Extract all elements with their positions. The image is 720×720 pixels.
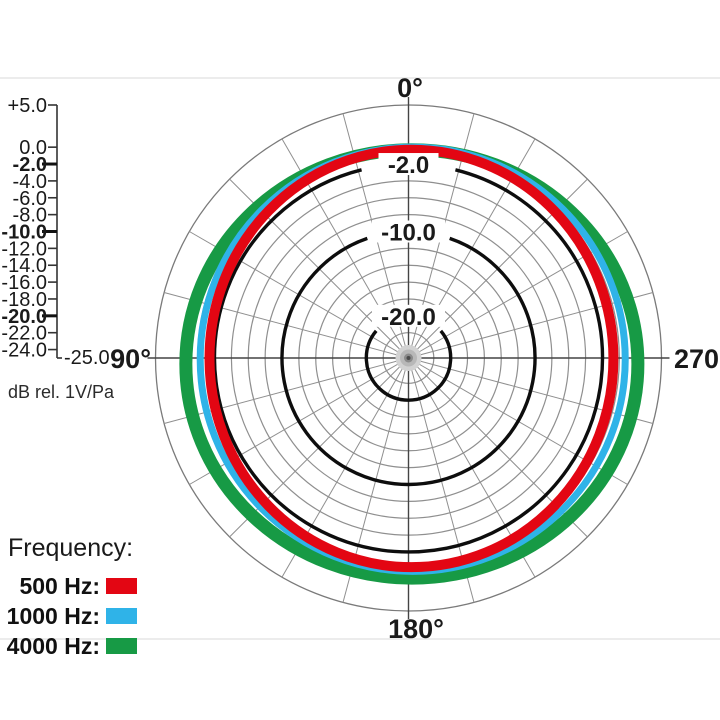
ring-label-backing xyxy=(372,304,445,327)
ring-label-backing xyxy=(372,220,445,243)
legend-title: Frequency: xyxy=(8,534,134,562)
ring-label-backing xyxy=(378,153,439,176)
scale-bottom-label: -25.0 xyxy=(64,347,110,369)
center-dot xyxy=(406,356,411,360)
ring-label: -20.0 xyxy=(381,304,436,331)
curve-500hz xyxy=(204,144,619,573)
scale-tick-label: -14.0 xyxy=(1,255,47,277)
legend-color-swatch xyxy=(106,578,137,594)
scale-tick-label: -6.0 xyxy=(13,188,47,210)
angle-label-180: 180° xyxy=(388,614,444,644)
top-divider-line xyxy=(0,77,720,79)
legend-item: 500 Hz: xyxy=(0,571,137,601)
scale-tick-label: 0.0 xyxy=(19,137,47,159)
grid-ring-major xyxy=(364,329,453,402)
ring-label: -2.0 xyxy=(388,152,429,179)
legend-color-swatch xyxy=(106,608,137,624)
scale-tick-label: -16.0 xyxy=(1,272,47,294)
bottom-divider-line xyxy=(0,638,720,640)
scale-tick-label: -22.0 xyxy=(1,323,47,345)
scale-tick-label: -20.0 xyxy=(1,306,47,328)
scale-tick-label: -12.0 xyxy=(1,238,47,260)
radial-axis-unit-label: dB rel. 1V/Pa xyxy=(8,382,115,402)
scale-tick-label: +5.0 xyxy=(8,95,47,117)
legend-item-label: 500 Hz: xyxy=(19,572,100,599)
legend-item-label: 4000 Hz: xyxy=(6,632,100,659)
grid-ring-major xyxy=(280,236,537,487)
scale-tick-label: -24.0 xyxy=(1,340,47,362)
ring-label: -10.0 xyxy=(381,220,436,247)
legend-rows: 500 Hz: 1000 Hz: 4000 Hz: xyxy=(0,571,137,661)
legend-item: 4000 Hz: xyxy=(0,631,137,661)
scale-tick-label: -8.0 xyxy=(13,205,47,227)
scale-tick-label: -4.0 xyxy=(13,171,47,193)
grid-ring-major xyxy=(212,168,605,554)
legend-item: 1000 Hz: xyxy=(0,601,137,631)
legend-item-label: 1000 Hz: xyxy=(6,602,100,629)
scale-tick-label: -18.0 xyxy=(1,289,47,311)
angle-label-0: 0° xyxy=(397,73,423,103)
frequency-legend: Frequency: 500 Hz: 1000 Hz: 4000 Hz: xyxy=(0,534,137,661)
scale-tick-label: -10.0 xyxy=(1,222,47,244)
scale-tick-label: -2.0 xyxy=(13,154,47,176)
angle-label-270: 270° xyxy=(674,344,720,374)
angle-label-90: 90° xyxy=(110,344,151,374)
legend-color-swatch xyxy=(106,638,137,654)
